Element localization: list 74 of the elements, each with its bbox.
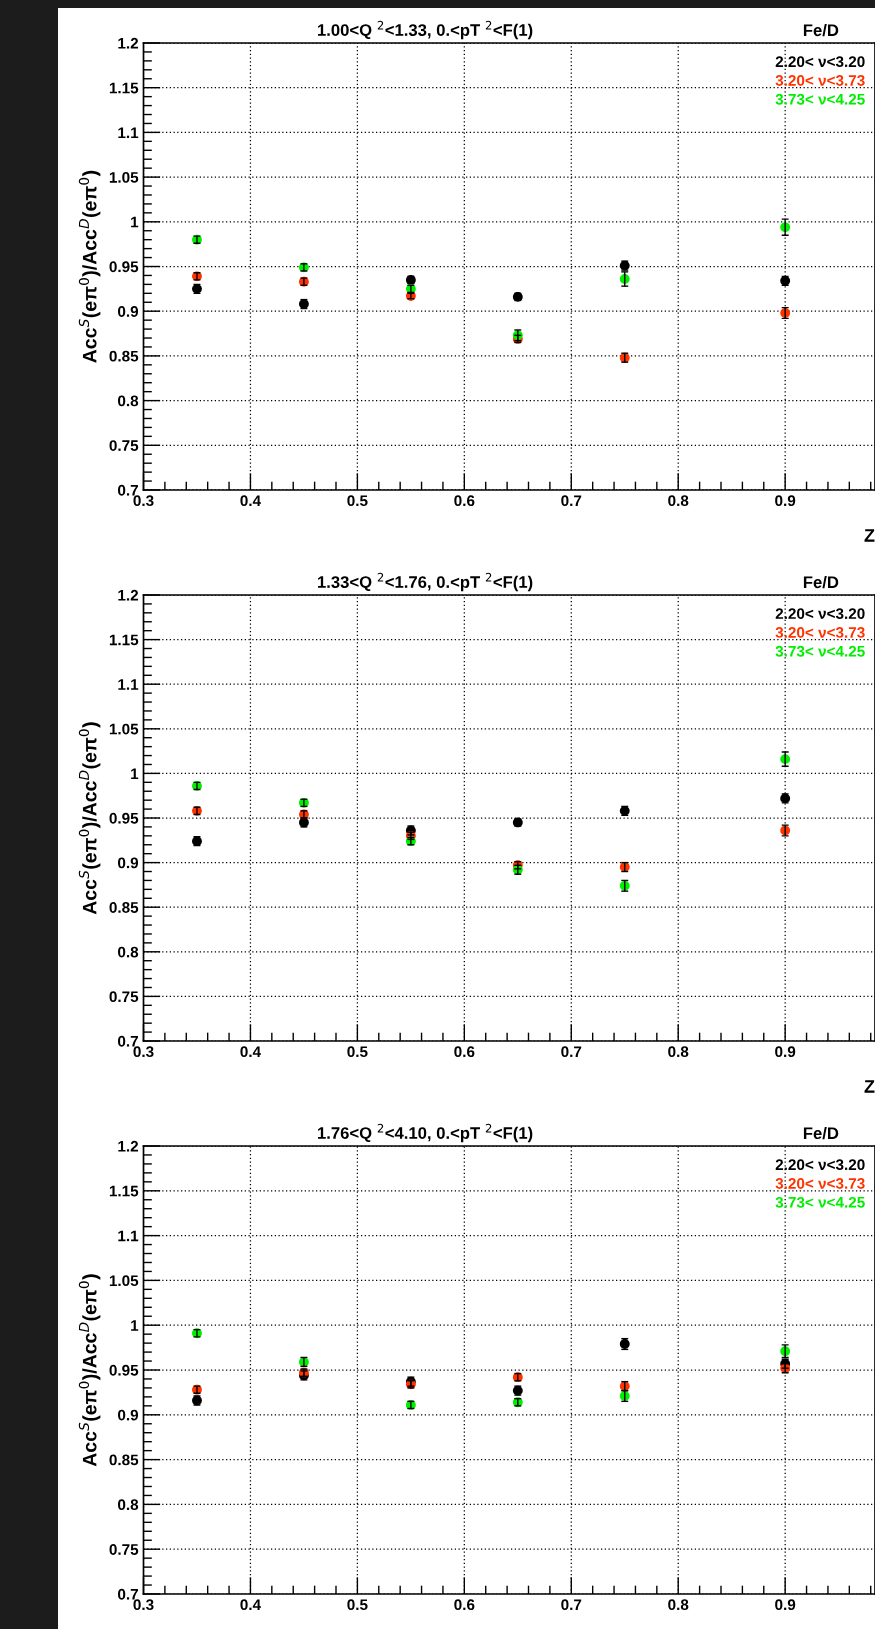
y-tick-label: 0.9 <box>118 857 139 869</box>
y-tick-label: 0.9 <box>118 1409 139 1421</box>
text: 3.73< ν<4.25 <box>775 645 865 657</box>
x-tick-label: 0.7 <box>561 1046 582 1058</box>
x-tick-label: 0.5 <box>347 1599 368 1611</box>
x-tick-label: 0.8 <box>668 1046 689 1058</box>
text: Fe/D <box>803 1126 839 1140</box>
y-tick-label: 0.85 <box>109 902 139 913</box>
x-tick-label: 0.3 <box>133 495 154 507</box>
x-tick-label: 0.6 <box>454 1599 475 1611</box>
x-tick-label: 0.4 <box>240 1599 261 1611</box>
y-tick-label: 1 <box>131 216 139 228</box>
text: 3.73< ν<4.25 <box>775 93 865 105</box>
chart-title: 1.76<Q $^{2}$<4.10, 0.<pT $^{2}$<F(1) <box>318 1123 533 1143</box>
x-tick-label: 0.3 <box>133 1046 154 1058</box>
y-tick-label: 1.15 <box>109 1185 139 1197</box>
text: 3.73< ν<4.25 <box>775 1196 865 1208</box>
y-tick-label: 1.15 <box>109 82 139 94</box>
y-tick-label: 0.75 <box>109 440 139 451</box>
text: Acc$^{S}$(eπ$^{0}$)/Acc$^{D}$(eπ$^{0}$) <box>78 1274 101 1467</box>
x-tick-label: 0.5 <box>347 1046 368 1058</box>
x-tick-label: 0.3 <box>133 1599 154 1611</box>
x-tick-label: 0.6 <box>454 495 475 507</box>
x-axis-title: Z <box>864 529 875 542</box>
x-tick-label: 0.8 <box>668 1599 689 1611</box>
text: 2.20< ν<3.20 <box>775 1159 865 1171</box>
y-tick-label: 0.85 <box>109 1454 139 1466</box>
y-tick-label: 1.05 <box>109 1275 139 1287</box>
y-tick-label: 0.7 <box>118 1588 138 1600</box>
x-tick-label: 0.7 <box>561 495 582 507</box>
x-tick-label: 0.4 <box>240 1046 261 1058</box>
y-tick-label: 0.8 <box>118 946 139 958</box>
chart-title: 1.33<Q $^{2}$<1.76, 0.<pT $^{2}$<F(1) <box>318 572 533 592</box>
x-tick-label: 0.9 <box>775 1046 796 1058</box>
y-tick-label: 1.2 <box>118 37 139 49</box>
text: Acc$^{S}$(eπ$^{0}$)/Acc$^{D}$(eπ$^{0}$) <box>78 170 101 363</box>
x-tick-label: 0.7 <box>561 1599 582 1611</box>
y-tick-label: 1.15 <box>109 634 139 646</box>
text: Fe/D <box>803 23 839 37</box>
text: 3.20< ν<3.73 <box>775 1178 865 1189</box>
y-tick-label: 0.75 <box>109 1544 139 1555</box>
y-tick-label: 1.05 <box>109 723 139 735</box>
text: 3.20< ν<3.73 <box>775 627 865 638</box>
y-tick-label: 1.1 <box>118 127 139 138</box>
y-tick-label: 1.05 <box>109 171 139 183</box>
x-tick-label: 0.6 <box>454 1046 475 1058</box>
y-tick-label: 0.8 <box>118 1499 139 1511</box>
x-tick-label: 0.8 <box>668 495 689 507</box>
y-tick-label: 1 <box>131 768 139 779</box>
x-tick-label: 0.5 <box>347 495 368 507</box>
x-axis-title: Z <box>864 1080 875 1093</box>
y-tick-label: 0.95 <box>109 261 139 273</box>
text: 2.20< ν<3.20 <box>775 608 865 620</box>
text: Acc$^{S}$(eπ$^{0}$)/Acc$^{D}$(eπ$^{0}$) <box>78 722 101 915</box>
y-tick-label: 0.95 <box>109 1364 139 1376</box>
x-tick-label: 0.4 <box>240 495 261 507</box>
y-tick-label: 1.2 <box>118 589 139 601</box>
y-tick-label: 0.7 <box>118 484 138 496</box>
chart-title: 1.00<Q $^{2}$<1.33, 0.<pT $^{2}$<F(1) <box>318 20 533 40</box>
y-tick-label: 1.1 <box>118 1230 139 1242</box>
x-tick-label: 0.9 <box>775 495 796 507</box>
y-tick-label: 1 <box>131 1320 139 1331</box>
text: 2.20< ν<3.20 <box>775 56 865 68</box>
y-tick-label: 0.8 <box>118 395 139 407</box>
y-tick-label: 0.9 <box>118 306 139 317</box>
text: Fe/D <box>803 575 839 589</box>
y-tick-label: 1.2 <box>118 1140 139 1152</box>
text: 3.20< ν<3.73 <box>775 75 865 86</box>
y-tick-label: 0.7 <box>118 1035 138 1047</box>
y-tick-label: 0.75 <box>109 991 139 1003</box>
y-tick-label: 0.85 <box>109 350 139 362</box>
y-tick-label: 0.95 <box>109 812 139 824</box>
y-tick-label: 1.1 <box>118 679 139 690</box>
x-tick-label: 0.9 <box>775 1599 796 1611</box>
